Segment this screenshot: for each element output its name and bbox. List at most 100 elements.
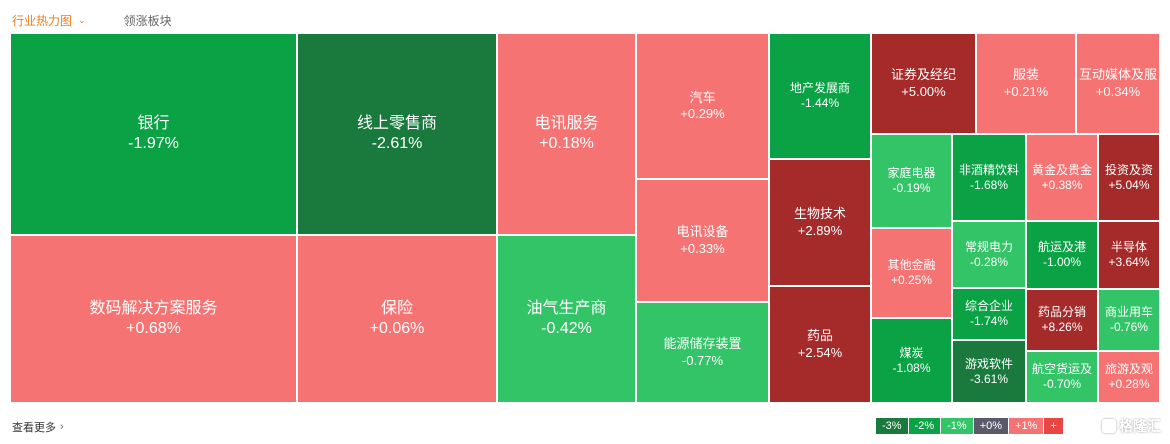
sector-tile[interactable]: 银行 -1.97% <box>10 33 297 235</box>
sector-tile[interactable]: 药品分销 +8.26% <box>1026 289 1098 351</box>
sector-tile[interactable]: 家庭电器 -0.19% <box>871 134 952 228</box>
legend-swatch: + <box>1044 418 1063 434</box>
color-scale-legend: -3% -2% -1% +0% +1% + <box>876 418 1064 434</box>
sector-name: 汽车 <box>689 89 716 105</box>
sector-change: -3.61% <box>969 371 1009 386</box>
sector-change: -1.08% <box>892 360 931 375</box>
sector-tile[interactable]: 综合企业 -1.74% <box>952 288 1026 340</box>
sector-tile[interactable]: 电讯设备 +0.33% <box>636 179 769 302</box>
sector-tile[interactable]: 黄金及贵金 +0.38% <box>1026 134 1098 221</box>
legend-swatch: -2% <box>908 418 941 434</box>
sector-name: 半导体 <box>1110 240 1147 254</box>
sector-tile[interactable]: 保险 +0.06% <box>297 235 497 403</box>
sector-change: -0.19% <box>892 181 931 195</box>
sector-change: +5.04% <box>1108 177 1150 192</box>
sector-change: -0.76% <box>1109 320 1149 334</box>
sector-change: +8.26% <box>1041 320 1083 334</box>
sector-tile[interactable]: 服装 +0.21% <box>976 33 1076 134</box>
sector-tile[interactable]: 非酒精饮料 -1.68% <box>952 134 1026 221</box>
sector-name: 航运及港 <box>1037 240 1086 254</box>
sector-tile[interactable]: 数码解决方案服务 +0.68% <box>10 235 297 403</box>
sector-change: +5.00% <box>901 83 946 99</box>
sector-name: 药品分销 <box>1037 305 1086 319</box>
sector-name: 其他金融 <box>887 258 936 272</box>
sector-change: -0.77% <box>681 352 724 368</box>
logo-icon <box>1102 419 1116 433</box>
sector-change: +0.33% <box>680 240 725 256</box>
sector-name: 非酒精饮料 <box>958 162 1019 177</box>
sector-tile[interactable]: 游戏软件 -3.61% <box>952 340 1026 403</box>
sector-name: 商业用车 <box>1104 305 1153 319</box>
chevron-down-icon[interactable]: ⌄ <box>78 14 86 25</box>
sector-name: 游戏软件 <box>964 356 1013 371</box>
sector-name: 油气生产商 <box>526 300 607 317</box>
sector-name: 保险 <box>380 300 413 317</box>
sector-change: -1.00% <box>1042 255 1082 269</box>
sector-tile[interactable]: 半导体 +3.64% <box>1098 221 1160 289</box>
sector-name: 旅游及观 <box>1104 362 1153 376</box>
sector-change: -2.61% <box>371 135 423 152</box>
sector-tile[interactable]: 证券及经纪 +5.00% <box>871 33 976 134</box>
sector-name: 煤炭 <box>899 345 924 360</box>
sector-change: +0.38% <box>1041 177 1083 192</box>
sector-change: +0.18% <box>539 135 594 152</box>
sector-change: -1.44% <box>800 96 840 110</box>
sector-name: 线上零售商 <box>356 115 437 132</box>
view-more-link[interactable]: 查看更多 › <box>12 419 64 435</box>
sector-name: 银行 <box>137 115 170 132</box>
watermark-logo: 格隆汇 <box>1102 415 1161 437</box>
sector-tile[interactable]: 商业用车 -0.76% <box>1098 289 1160 351</box>
tab-industry-heatmap[interactable]: 行业热力图 ⌄ <box>12 12 86 29</box>
sector-tile[interactable]: 能源储存装置 -0.77% <box>636 302 769 403</box>
sector-tile[interactable]: 投资及资 +5.04% <box>1098 134 1160 221</box>
sector-name: 综合企业 <box>964 299 1013 313</box>
sector-name: 电讯服务 <box>534 115 599 132</box>
sector-tile[interactable]: 常规电力 -0.28% <box>952 221 1026 288</box>
sector-name: 数码解决方案服务 <box>89 300 218 317</box>
sector-tile[interactable]: 汽车 +0.29% <box>636 33 769 179</box>
sector-tile[interactable]: 地产发展商 -1.44% <box>769 33 871 159</box>
legend-swatch: +1% <box>1009 418 1044 434</box>
view-more-label: 查看更多 <box>12 422 56 434</box>
sector-tile[interactable]: 药品 +2.54% <box>769 286 871 403</box>
legend-swatch: -1% <box>941 418 973 434</box>
sector-change: +0.29% <box>680 106 725 121</box>
sector-change: -1.68% <box>969 177 1009 192</box>
sector-change: +0.21% <box>1003 83 1049 99</box>
sector-name: 地产发展商 <box>789 81 850 95</box>
sector-name: 电讯设备 <box>676 224 729 240</box>
sector-tile[interactable]: 其他金融 +0.25% <box>871 228 952 318</box>
tab-leading-sectors[interactable]: 领涨板块 <box>123 13 172 28</box>
sector-tile[interactable]: 电讯服务 +0.18% <box>497 33 636 235</box>
sector-change: +2.89% <box>797 222 843 238</box>
sector-change: -1.97% <box>128 135 179 152</box>
sector-change: +2.54% <box>797 344 843 360</box>
sector-change: +0.34% <box>1095 83 1141 99</box>
sector-name: 家庭电器 <box>887 166 936 180</box>
sector-change: +0.68% <box>126 320 181 337</box>
legend-swatch: -3% <box>876 418 908 434</box>
sector-tile[interactable]: 煤炭 -1.08% <box>871 318 952 403</box>
sector-name: 生物技术 <box>793 206 846 222</box>
sector-change: +0.06% <box>369 320 425 337</box>
sector-change: -0.42% <box>541 320 592 337</box>
sector-name: 航空货运及 <box>1031 362 1092 376</box>
sector-name: 药品 <box>806 328 833 344</box>
sector-change: -0.28% <box>969 254 1009 269</box>
sector-name: 投资及资 <box>1104 162 1153 177</box>
sector-name: 常规电力 <box>964 239 1013 254</box>
chevron-right-icon: › <box>60 421 64 433</box>
sector-tile[interactable]: 航运及港 -1.00% <box>1026 221 1098 289</box>
sector-tile[interactable]: 油气生产商 -0.42% <box>497 235 636 403</box>
sector-tile[interactable]: 互动媒体及服 +0.34% <box>1076 33 1160 134</box>
sector-tile[interactable]: 航空货运及 -0.70% <box>1026 351 1098 403</box>
sector-change: -1.74% <box>969 314 1009 328</box>
legend-swatch: +0% <box>973 418 1009 434</box>
sector-tile[interactable]: 旅游及观 +0.28% <box>1098 351 1160 403</box>
sector-change: +3.64% <box>1108 255 1150 269</box>
sector-name: 服装 <box>1012 67 1039 83</box>
sector-name: 互动媒体及服 <box>1078 67 1157 83</box>
sector-tile[interactable]: 生物技术 +2.89% <box>769 159 871 286</box>
sector-tile[interactable]: 线上零售商 -2.61% <box>297 33 497 235</box>
